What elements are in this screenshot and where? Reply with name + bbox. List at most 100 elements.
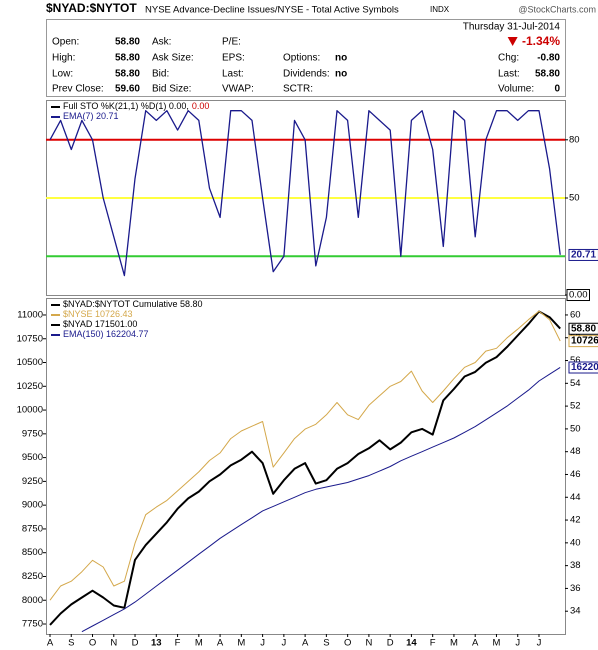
y-tick-label: 50 (569, 193, 580, 204)
symbol: $NYAD:$NYTOT (46, 1, 137, 15)
series-line (49, 110, 561, 277)
quote-value: 58.80 (115, 53, 140, 64)
legend-entry: $NYAD:$NYTOT Cumulative 58.80 (63, 299, 203, 309)
y2-tick-label: 34 (570, 606, 581, 617)
series-line (49, 310, 561, 601)
quote-value: 58.80 (535, 69, 560, 80)
last-value-label: 20.71 (571, 249, 596, 260)
legend-text: EMA(7) 20.71 (63, 111, 119, 121)
quote-value: no (335, 69, 347, 80)
y2-tick-label: 54 (570, 378, 581, 389)
x-tick-label: A (47, 638, 54, 649)
y-tick-label: 8250 (22, 571, 43, 582)
y2-tick-label: 56 (570, 355, 581, 366)
x-tick-label: J (537, 638, 542, 649)
quote-label: Last: (498, 69, 520, 80)
y2-tick-label: 52 (570, 401, 581, 412)
x-tick-label: M (492, 638, 500, 649)
quote-label: Bid: (152, 69, 169, 80)
last-value-box (568, 361, 598, 374)
quote-label: Options: (283, 53, 320, 64)
legend-entry: $NYAD 171501.00 (63, 319, 137, 329)
y2-tick-label: 42 (570, 515, 581, 526)
last-value-label: 58.80 (571, 323, 596, 334)
last-value-box (568, 322, 598, 335)
x-tick-label: M (195, 638, 203, 649)
x-tick-label: M (450, 638, 458, 649)
x-tick-label: J (260, 638, 265, 649)
tick-label-box (566, 289, 590, 302)
quote-value: 59.60 (115, 84, 140, 95)
x-tick-label: F (175, 638, 181, 649)
y2-tick-label: 60 (570, 309, 581, 320)
quote-value: -1.34% (522, 34, 560, 48)
exchange: INDX (430, 5, 450, 14)
legend-entry: EMA(150) 162204.77 (63, 329, 149, 339)
x-tick-label: N (110, 638, 117, 649)
quote-label: Prev Close: (52, 84, 104, 95)
series-line (49, 310, 561, 626)
legend-text: EMA(150) 162204.77 (63, 329, 149, 339)
x-tick-label: J (281, 638, 286, 649)
y2-tick-label: 36 (570, 583, 581, 594)
quote-value: 0 (554, 84, 560, 95)
legend-text: Full STO %K(21,1) %D(1) 0.00, (63, 101, 189, 111)
quote-label: VWAP: (222, 84, 254, 95)
y-tick-label: 10750 (17, 333, 43, 344)
y-tick-label: 9500 (22, 452, 43, 463)
quote-label: SCTR: (283, 84, 313, 95)
quote-value: 58.80 (115, 37, 140, 48)
x-tick-label: S (323, 638, 329, 649)
quote-label: High: (52, 53, 75, 64)
last-value-label: 10726 (571, 336, 598, 347)
panel-frame (46, 298, 566, 635)
y-tick-label: 9000 (22, 500, 43, 511)
last-value-box (568, 335, 598, 348)
y-tick-label: 10500 (17, 357, 43, 368)
y-tick-label: 10000 (17, 405, 43, 416)
quote-label: Bid Size: (152, 84, 191, 95)
quote-label: P/E: (222, 37, 241, 48)
y-tick-label: 80 (569, 134, 580, 145)
quote-label: Volume: (498, 84, 534, 95)
y-tick-label: 10250 (17, 381, 43, 392)
x-tick-label: O (344, 638, 351, 649)
quote-box (46, 19, 566, 97)
legend-text: $NYAD:$NYTOT Cumulative 58.80 (63, 299, 203, 309)
x-tick-label: D (132, 638, 139, 649)
quote-value: 58.80 (115, 69, 140, 80)
y-tick-label: 8750 (22, 523, 43, 534)
x-tick-label: O (89, 638, 96, 649)
x-tick-label: A (472, 638, 479, 649)
quote-label: Ask: (152, 37, 171, 48)
quote-label: Ask Size: (152, 53, 194, 64)
y2-tick-label: 48 (570, 446, 581, 457)
y-tick-label: 0.00 (569, 290, 588, 301)
down-triangle (507, 37, 518, 46)
legend-entry: $NYSE 10726.43 (63, 309, 133, 319)
quote-label: Low: (52, 69, 73, 80)
legend-entry: EMA(7) 20.71 (63, 111, 119, 121)
last-value-label: 16220 (571, 362, 598, 373)
quote-label: Last: (222, 69, 244, 80)
y-tick-label: 9250 (22, 476, 43, 487)
legend-text: $NYSE 10726.43 (63, 309, 133, 319)
x-tick-label: J (515, 638, 520, 649)
quote-label: Dividends: (283, 69, 330, 80)
y-tick-label: 7750 (22, 619, 43, 630)
y-tick-label: 11000 (17, 309, 43, 320)
date: Thursday 31-Jul-2014 (463, 22, 561, 33)
quote-label: Open: (52, 37, 79, 48)
x-tick-label: D (387, 638, 394, 649)
series-line (81, 366, 561, 633)
legend-value: 0.00 (192, 101, 210, 111)
x-tick-label: 14 (406, 638, 417, 649)
x-tick-label: A (302, 638, 309, 649)
x-tick-label: M (237, 638, 245, 649)
source: @StockCharts.com (518, 4, 596, 14)
quote-value: -0.80 (537, 53, 560, 64)
y2-tick-label: 38 (570, 560, 581, 571)
y-tick-label: 8500 (22, 547, 43, 558)
